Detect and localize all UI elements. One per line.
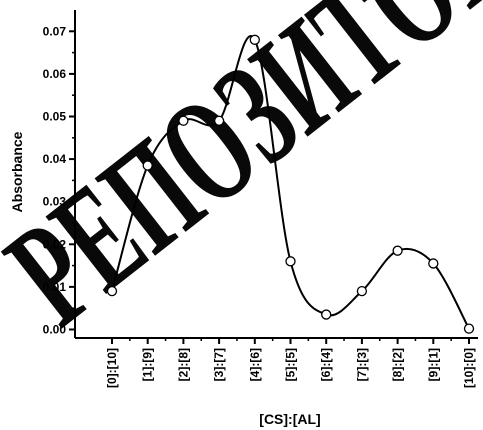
y-axis-title: Absorbance bbox=[9, 131, 25, 212]
data-point bbox=[142, 160, 153, 171]
y-tick-label: 0.05 bbox=[43, 109, 67, 123]
x-tick-label: [2]:[8] bbox=[176, 348, 190, 381]
x-tick-label: [0]:[10] bbox=[105, 348, 119, 388]
data-point bbox=[106, 285, 118, 297]
data-point bbox=[213, 115, 225, 126]
x-tick-label: [10]:[0] bbox=[462, 348, 476, 388]
data-point bbox=[178, 115, 189, 126]
x-tick-label: [5]:[5] bbox=[284, 348, 298, 381]
data-point bbox=[428, 258, 439, 269]
x-tick-label: [6]:[4] bbox=[319, 348, 333, 381]
y-tick-label: 0.07 bbox=[43, 24, 67, 38]
y-tick-label: 0.02 bbox=[43, 237, 67, 251]
y-tick-label: 0.06 bbox=[43, 67, 67, 81]
x-tick-label: [1]:[9] bbox=[141, 348, 155, 381]
data-point bbox=[285, 256, 296, 267]
data-point bbox=[392, 245, 403, 256]
data-point bbox=[249, 34, 260, 45]
y-tick-label: 0.03 bbox=[43, 195, 67, 209]
x-tick-label: [4]:[6] bbox=[248, 348, 262, 381]
y-ticks: 0.00 0.01 0.02 0.03 0.04 0.05 0.06 0.07 bbox=[43, 24, 75, 336]
x-ticks: [0]:[10] [1]:[9] [2]:[8] [3]:[7] [4]:[6] [5]:… bbox=[105, 338, 476, 388]
data-point bbox=[356, 285, 368, 297]
x-tick-label: [7]:[3] bbox=[355, 348, 369, 381]
axes bbox=[74, 10, 478, 339]
data-point bbox=[463, 323, 475, 334]
x-tick-label: [9]:[1] bbox=[426, 348, 440, 381]
y-tick-label: 0.00 bbox=[43, 322, 67, 336]
y-tick-label: 0.01 bbox=[43, 280, 67, 294]
data-point bbox=[321, 309, 332, 320]
x-tick-label: [3]:[7] bbox=[212, 348, 226, 381]
x-tick-label: [8]:[2] bbox=[391, 348, 405, 381]
y-tick-label: 0.04 bbox=[43, 152, 67, 166]
series-markers bbox=[106, 34, 475, 334]
x-axis-title: [CS]:[AL] bbox=[259, 411, 320, 427]
